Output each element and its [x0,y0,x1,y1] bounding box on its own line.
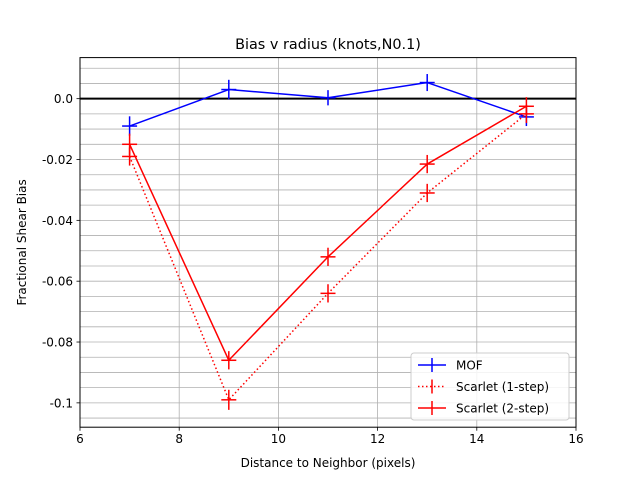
y-tick-label: 0.0 [54,92,73,106]
legend-label: Scarlet (1-step) [456,380,549,394]
x-tick-label: 14 [469,432,484,446]
legend-label: MOF [456,359,483,373]
y-tick-label: -0.04 [42,214,73,228]
y-axis-label: Fractional Shear Bias [15,179,29,305]
tick-layer: 6 8 10 12 14 16 0.0 -0.02 -0.04 -0.06 -0.08 -0.1 [42,92,584,446]
x-tick-label: 6 [76,432,84,446]
x-tick-label: 16 [568,432,583,446]
y-tick-label: -0.1 [50,396,73,410]
legend: MOF Scarlet (1-step) Scarlet (2-step) [410,352,570,421]
data-layer [122,74,534,410]
chart-title: Bias v radius (knots,N0.1) [235,37,421,53]
y-tick-label: -0.08 [42,336,73,350]
x-tick-label: 12 [370,432,385,446]
x-tick-label: 8 [175,432,183,446]
x-tick-label: 10 [271,432,286,446]
y-tick-label: -0.02 [42,153,73,167]
plot-frame [79,57,577,428]
x-axis-label: Distance to Neighbor (pixels) [241,456,416,470]
legend-frame [410,352,570,421]
y-tick-label: -0.06 [42,275,73,289]
legend-label: Scarlet (2-step) [456,402,549,416]
